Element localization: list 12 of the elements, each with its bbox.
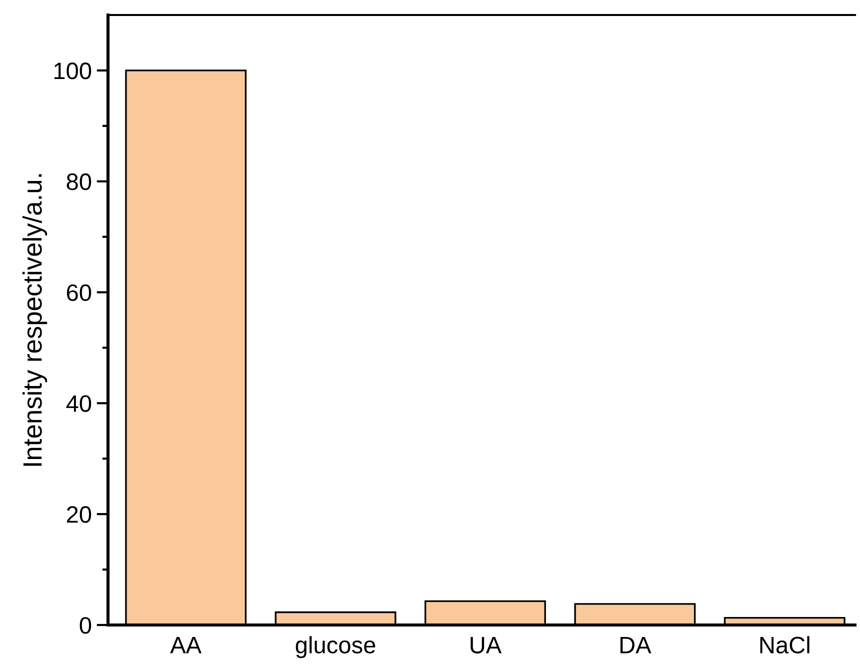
y-tick-label: 60 bbox=[66, 284, 92, 302]
y-axis-title: Intensity respectively/a.u. bbox=[22, 174, 48, 466]
x-tick-label: NaCl bbox=[760, 636, 810, 654]
y-tick-label: 0 bbox=[80, 617, 92, 634]
x-tick-label: DA bbox=[620, 636, 652, 654]
x-tick-label: AA bbox=[170, 636, 202, 654]
y-tick-label: 20 bbox=[66, 506, 92, 523]
y-tick-label: 40 bbox=[66, 395, 92, 412]
x-tick-label: UA bbox=[470, 636, 502, 654]
x-tick-label: glucose bbox=[296, 636, 376, 658]
y-tick-label: 100 bbox=[54, 62, 92, 80]
y-tick-label: 80 bbox=[66, 173, 92, 190]
